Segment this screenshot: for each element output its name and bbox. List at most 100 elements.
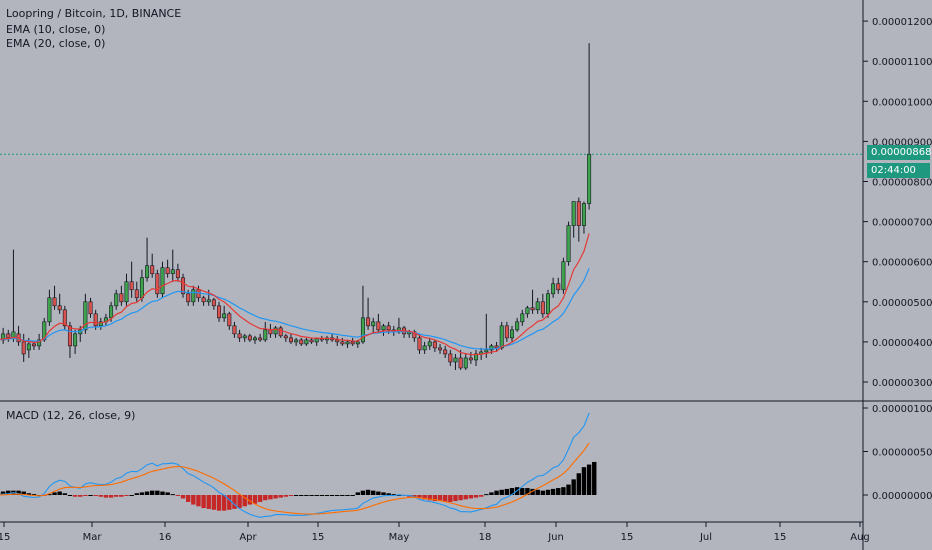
macd-histogram-bar bbox=[62, 493, 68, 495]
candle-body bbox=[47, 297, 52, 323]
candle-body bbox=[530, 307, 535, 311]
macd-tick-label: 0.00000000 bbox=[872, 491, 932, 502]
candle-body bbox=[263, 329, 268, 341]
macd-histogram-bar bbox=[355, 492, 360, 495]
macd-histogram-bar bbox=[422, 495, 427, 500]
macd-legend[interactable]: MACD (12, 26, close, 9) bbox=[6, 409, 136, 422]
symbol-title[interactable]: Loopring / Bitcoin, 1D, BINANCE bbox=[6, 7, 182, 20]
macd-histogram-bar bbox=[463, 495, 468, 500]
macd-histogram-bar bbox=[550, 488, 556, 495]
macd-histogram-bar bbox=[350, 495, 355, 496]
macd-histogram-bar bbox=[427, 495, 432, 501]
candle-body bbox=[340, 341, 345, 345]
macd-histogram-bar bbox=[47, 494, 52, 496]
candle-body bbox=[155, 273, 160, 295]
price-tick-label: 0.00000900 bbox=[872, 137, 932, 148]
macd-histogram-bar bbox=[201, 495, 206, 509]
candle-body bbox=[191, 289, 196, 303]
macd-histogram-bar bbox=[314, 495, 319, 496]
candle-body bbox=[360, 317, 365, 343]
candle-body bbox=[314, 338, 319, 343]
candle-body bbox=[57, 305, 62, 311]
time-tick-label: Aug bbox=[850, 532, 870, 543]
macd-histogram-bar bbox=[473, 495, 479, 498]
macd-line bbox=[0, 412, 590, 518]
ema20-legend[interactable]: EMA (20, close, 0) bbox=[6, 37, 106, 50]
candle-body bbox=[299, 339, 304, 345]
macd-histogram-bar bbox=[72, 495, 78, 497]
candle-body bbox=[345, 341, 350, 345]
signal-line bbox=[0, 442, 590, 515]
candle-body bbox=[88, 301, 93, 315]
price-axis-labels: 0.00001200 0.00001100 0.00001000 0.00000900… bbox=[863, 17, 932, 502]
time-tick-label: Jul bbox=[699, 532, 712, 543]
candle-body bbox=[109, 305, 114, 319]
candle-body bbox=[484, 349, 489, 353]
macd-histogram-bar bbox=[0, 491, 6, 495]
macd-histogram-bar bbox=[319, 495, 325, 496]
macd-histogram-bar bbox=[242, 495, 247, 507]
candle-body bbox=[206, 299, 211, 303]
macd-histogram-bar bbox=[185, 495, 191, 502]
macd-histogram-bar bbox=[324, 495, 330, 496]
candle-body bbox=[124, 281, 129, 303]
candle-body bbox=[432, 341, 437, 349]
macd-histogram-bar bbox=[216, 495, 222, 511]
candle-body bbox=[309, 339, 314, 343]
macd-histogram-bar bbox=[67, 495, 73, 496]
candle-body bbox=[114, 293, 119, 307]
macd-histogram-bar bbox=[509, 488, 515, 495]
candle-body bbox=[139, 277, 144, 299]
ema10-legend[interactable]: EMA (10, close, 0) bbox=[6, 23, 106, 36]
macd-pane bbox=[0, 412, 597, 518]
macd-histogram-bar bbox=[175, 495, 181, 496]
price-tick-label: 0.00000600 bbox=[872, 258, 932, 269]
candle-body bbox=[26, 343, 31, 351]
candle-body bbox=[129, 281, 134, 291]
candle-body bbox=[571, 201, 576, 226]
candle-body bbox=[381, 325, 386, 331]
price-tick-label: 0.00001200 bbox=[872, 17, 932, 28]
ema-lines bbox=[0, 233, 590, 356]
macd-histogram-bar bbox=[432, 495, 438, 502]
candle-body bbox=[181, 277, 186, 295]
macd-histogram-bar bbox=[263, 495, 268, 501]
macd-histogram-bar bbox=[453, 495, 458, 502]
macd-histogram-bar bbox=[160, 491, 165, 495]
time-tick-label: 18 bbox=[479, 532, 492, 543]
macd-histogram-bar bbox=[345, 495, 350, 496]
candle-body bbox=[499, 325, 504, 349]
candle-body bbox=[145, 265, 150, 279]
macd-histogram-bar bbox=[108, 495, 114, 498]
candle-body bbox=[438, 347, 443, 351]
macd-histogram-bar bbox=[556, 488, 561, 495]
candle-body bbox=[83, 301, 88, 331]
macd-histogram-bar bbox=[170, 494, 175, 496]
candle-body bbox=[520, 313, 525, 323]
candle-body bbox=[73, 333, 78, 347]
macd-histogram-bar bbox=[448, 495, 453, 502]
price-tick-label: 0.00000700 bbox=[872, 218, 932, 229]
candle-body bbox=[304, 339, 309, 345]
macd-histogram-bar bbox=[98, 495, 103, 497]
candle-body bbox=[21, 341, 26, 355]
candle-body bbox=[448, 353, 453, 363]
macd-histogram-bar bbox=[206, 495, 211, 509]
macd-histogram-bar bbox=[525, 488, 530, 495]
candle-body bbox=[119, 293, 124, 303]
time-tick-label: 16 bbox=[159, 532, 172, 543]
candle-body bbox=[170, 269, 175, 275]
candle-body bbox=[376, 321, 381, 331]
macd-histogram-bar bbox=[365, 489, 371, 495]
candle-body bbox=[268, 329, 273, 335]
macd-histogram-bar bbox=[144, 491, 150, 495]
macd-histogram-bar bbox=[237, 495, 242, 509]
candle-body bbox=[278, 327, 283, 337]
macd-histogram-bar bbox=[386, 493, 391, 495]
macd-histogram-bar bbox=[520, 488, 525, 495]
candle-body bbox=[545, 293, 550, 315]
macd-histogram-bar bbox=[592, 461, 597, 495]
candle-body bbox=[134, 289, 139, 299]
candle-body bbox=[335, 339, 340, 343]
